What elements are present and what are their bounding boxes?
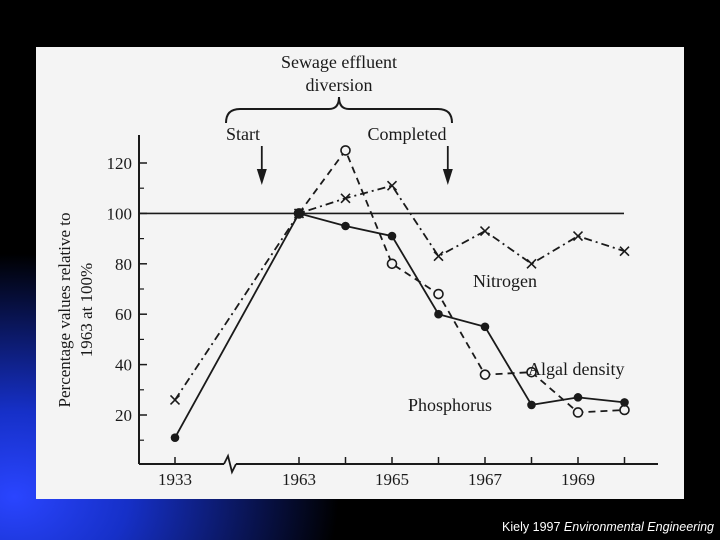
data-point-x-marker xyxy=(340,193,351,204)
data-point-x-marker xyxy=(572,231,584,242)
series-label-phosphorus: Phosphorus xyxy=(408,395,492,415)
data-point-filled-circle xyxy=(620,398,629,407)
figure-panel: Sewage effluent diversion Start Complete… xyxy=(36,47,684,499)
start-label: Start xyxy=(226,124,260,144)
data-point-x-marker xyxy=(619,246,630,257)
data-point-x-marker xyxy=(479,225,491,237)
data-point-filled-circle xyxy=(294,209,304,218)
annotation-group: Sewage effluent diversion Start Complete… xyxy=(225,52,453,185)
x-tick-label: 1963 xyxy=(282,470,316,489)
y-tick-label: 60 xyxy=(115,305,132,324)
data-point-filled-circle xyxy=(341,221,350,231)
axis-break-icon xyxy=(223,453,237,475)
line-chart: Sewage effluent diversion Start Complete… xyxy=(55,52,658,489)
data-point-x-marker xyxy=(526,258,537,269)
y-tick-label: 120 xyxy=(107,154,133,173)
data-point-filled-circle xyxy=(387,231,397,241)
chart-axes xyxy=(138,135,658,475)
annotation-title-line-2: diversion xyxy=(306,75,373,95)
data-point-open-circle xyxy=(526,366,537,378)
data-point-filled-circle xyxy=(573,393,583,402)
y-tick-label: 40 xyxy=(115,356,132,375)
data-point-open-circle xyxy=(572,407,584,418)
annotation-title-line-1: Sewage effluent xyxy=(281,52,397,72)
y-tick-label: 20 xyxy=(115,406,132,425)
y-axis-title: Percentage values relative to 1963 at 10… xyxy=(55,213,96,408)
data-point-filled-circle xyxy=(434,309,443,319)
data-point-open-circle xyxy=(479,369,491,380)
x-tick-label: 1965 xyxy=(375,470,409,489)
data-point-filled-circle xyxy=(480,322,490,332)
y-axis-title-line-2: 1963 at 100% xyxy=(77,263,96,357)
start-arrow-icon xyxy=(256,146,267,185)
series-label-algal-density: Algal density xyxy=(528,359,625,379)
series-line-nitrogen xyxy=(174,184,625,401)
annotation-brace xyxy=(225,96,453,124)
x-tick-label: 1967 xyxy=(468,470,503,489)
data-point-open-circle xyxy=(433,288,444,300)
series-labels: Nitrogen Algal density Phosphorus xyxy=(408,271,625,415)
data-point-filled-circle xyxy=(170,433,180,442)
data-point-open-circle xyxy=(619,404,630,416)
credit-author: Kiely 1997 xyxy=(502,520,561,534)
y-axis-title-line-1: Percentage values relative to xyxy=(55,213,74,408)
data-point-filled-circle xyxy=(527,400,536,410)
completed-label: Completed xyxy=(368,124,447,144)
y-tick-label: 80 xyxy=(115,255,132,274)
series-line-phosphorus xyxy=(174,212,625,439)
series-line-algal-density xyxy=(298,148,625,414)
completed-arrow-icon xyxy=(442,146,453,185)
data-point-x-marker xyxy=(169,394,181,405)
credit-line: Kiely 1997 Environmental Engineering xyxy=(502,520,714,534)
x-axis-ticks: 1933 1963 1965 1967 1969 xyxy=(158,457,626,489)
y-tick-label: 100 xyxy=(107,204,133,223)
series-label-nitrogen: Nitrogen xyxy=(473,271,537,291)
x-tick-label: 1933 xyxy=(158,470,192,489)
credit-book: Environmental Engineering xyxy=(563,520,714,534)
data-point-open-circle xyxy=(386,258,398,270)
data-point-x-marker xyxy=(386,180,398,191)
series-layer xyxy=(169,145,630,442)
data-point-open-circle xyxy=(340,145,351,156)
data-point-x-marker xyxy=(433,251,444,262)
x-tick-label: 1969 xyxy=(561,470,595,489)
y-axis-ticks: 20 40 60 80 100 120 xyxy=(107,154,147,441)
